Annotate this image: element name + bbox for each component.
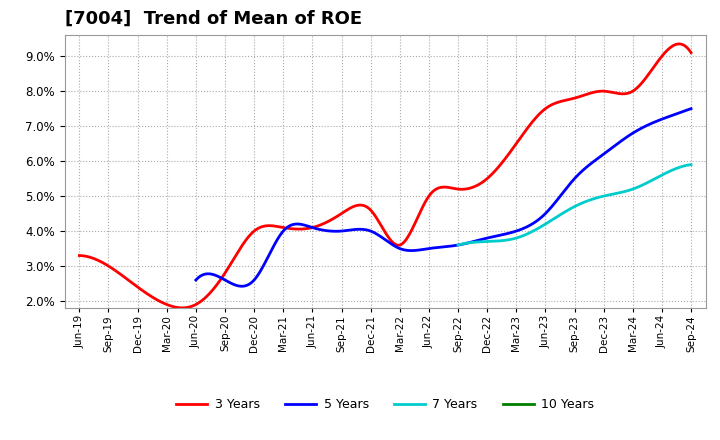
5 Years <box>428 246 436 251</box>
5 Years <box>461 241 469 246</box>
7 Years <box>564 207 573 213</box>
5 Years <box>598 152 607 158</box>
7 Years <box>681 163 690 168</box>
5 Years <box>431 245 439 250</box>
5 Years <box>487 235 496 240</box>
3 Years <box>577 93 586 99</box>
3 Years <box>441 184 449 190</box>
7 Years <box>454 242 462 248</box>
3 Years <box>687 50 696 55</box>
Legend: 3 Years, 5 Years, 7 Years, 10 Years: 3 Years, 5 Years, 7 Years, 10 Years <box>171 393 599 416</box>
3 Years <box>371 213 379 218</box>
3 Years <box>673 41 682 47</box>
3 Years <box>408 227 416 233</box>
Line: 5 Years: 5 Years <box>196 109 691 286</box>
3 Years <box>178 305 186 311</box>
5 Years <box>237 284 246 289</box>
3 Years <box>366 208 375 213</box>
7 Years <box>644 179 653 184</box>
3 Years <box>75 253 84 258</box>
Line: 7 Years: 7 Years <box>458 165 691 245</box>
Line: 3 Years: 3 Years <box>79 44 691 308</box>
7 Years <box>566 206 575 212</box>
7 Years <box>593 195 601 201</box>
7 Years <box>687 162 696 167</box>
5 Years <box>192 277 200 282</box>
3 Years <box>675 41 683 47</box>
Text: [7004]  Trend of Mean of ROE: [7004] Trend of Mean of ROE <box>65 10 362 28</box>
7 Years <box>580 200 588 205</box>
5 Years <box>687 106 696 111</box>
5 Years <box>676 110 685 115</box>
